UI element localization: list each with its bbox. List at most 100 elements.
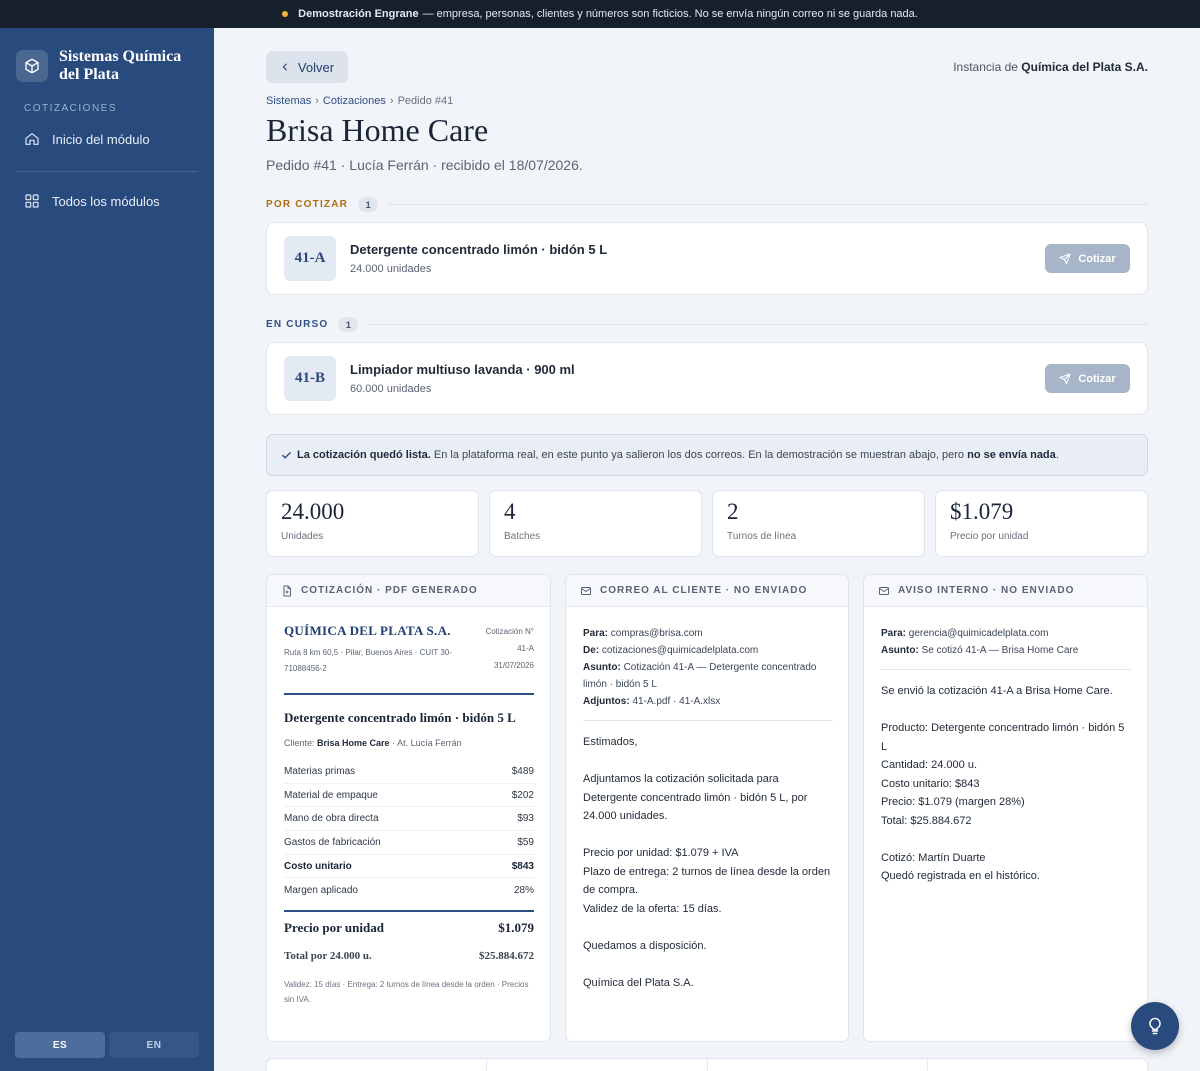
breadcrumb-separator: › [315,95,319,107]
bottom-card [267,1059,488,1071]
table-row: Material de empaque $202 [284,784,534,808]
cotizar-button[interactable]: Cotizar [1045,244,1130,273]
instance-label: Instancia de Química del Plata S.A. [953,60,1148,74]
breadcrumb-separator: › [389,95,394,107]
field-label: Asunto: [881,645,919,656]
bottom-card [928,1059,1147,1071]
mail-field: Para: gerencia@quimicadelplata.com [881,625,1131,642]
pdf-total-label: Total por 24.000 u. [284,950,372,963]
mail-body: Estimados, Adjuntamos la cotización soli… [583,733,833,992]
send-icon [1059,253,1071,264]
mail-field: Asunto: Se cotizó 41-A — Brisa Home Care [881,642,1131,659]
banner-text: — empresa, personas, clientes y números … [422,8,918,20]
field-label: Adjuntos: [583,696,630,707]
instance-prefix: Instancia de [953,60,1018,74]
pdf-panel: COTIZACIÓN · PDF GENERADO QUÍMICA DEL PL… [266,574,551,1042]
field-value: Se cotizó 41-A — Brisa Home Care [921,645,1079,656]
field-label: Para: [583,628,609,639]
document-icon [283,585,291,596]
page-title: Brisa Home Care [266,112,489,148]
demo-banner: Demostración Engrane — empresa, personas… [0,0,1200,28]
row-value: $489 [511,765,534,777]
item-quantity: 24.000 unidades [350,263,432,275]
help-button[interactable] [1131,1002,1179,1050]
stat-card-unit-price: $1.079 Precio por unidad [935,490,1148,557]
bottom-card [487,1059,708,1071]
mail-field: De: cotizaciones@quimicadelplata.com [583,642,833,659]
item-quantity: 60.000 unidades [350,383,432,395]
item-code: 41-A [284,236,336,281]
pdf-client: Cliente: Brisa Home Care · At. Lucía Fer… [284,738,534,748]
notice-text: En la plataforma real, en este punto ya … [433,449,965,461]
item-card-41a: 41-A Detergente concentrado limón · bidó… [266,222,1148,295]
brand[interactable]: Sistemas Química del Plata [16,48,189,84]
status-dot [282,11,289,17]
sidebar: Sistemas Química del Plata COTIZACIONES … [0,28,214,1071]
main-content: Volver Instancia de Química del Plata S.… [214,28,1200,1071]
row-label: Materias primas [284,765,356,777]
cotizar-label: Cotizar [1078,372,1116,385]
section-label: POR COTIZAR [266,199,349,210]
field-label: Para: [881,628,907,639]
mail-field: Para: compras@brisa.com [583,625,833,642]
field-value: compras@brisa.com [610,628,703,639]
instance-name: Química del Plata S.A. [1021,60,1148,74]
stat-label: Unidades [281,531,324,542]
sidebar-section-label: COTIZACIONES [24,103,118,114]
pdf-total-value: $25.884.672 [479,950,534,963]
panel-header: COTIZACIÓN · PDF GENERADO [267,575,550,607]
stat-card-units: 24.000 Unidades [266,490,479,557]
mail-paragraph: Química del Plata S.A. [583,976,694,989]
pdf-client-name: Brisa Home Care [317,738,390,748]
internal-mail: Para: gerencia@quimicadelplata.com Asunt… [881,625,1131,904]
breadcrumb-item-sistemas[interactable]: Sistemas [266,95,312,107]
client-mail-panel: CORREO AL CLIENTE · NO ENVIADO Para: com… [565,574,849,1042]
row-label: Margen aplicado [284,884,358,896]
row-value: $843 [511,860,534,872]
section-divider [368,324,1148,325]
pdf-total: Total por 24.000 u. $25.884.672 [284,950,534,962]
table-row: Mano de obra directa $93 [284,807,534,832]
stat-card-batches: 4 Batches [489,490,702,557]
lang-en-button[interactable]: EN [109,1032,199,1058]
notice-end: . [1055,449,1059,461]
item-name: Detergente concentrado limón · bidón 5 L [350,242,608,257]
internal-mail-panel: AVISO INTERNO · NO ENVIADO Para: gerenci… [863,574,1148,1042]
section-por-cotizar: POR COTIZAR 1 [266,197,1148,212]
breadcrumb-item-cotizaciones[interactable]: Cotizaciones [322,95,386,107]
lang-es-button[interactable]: ES [15,1032,105,1058]
stat-card-shifts: 2 Turnos de línea [712,490,925,557]
sidebar-item-home[interactable]: Inicio del módulo [24,131,150,147]
sidebar-item-all-modules[interactable]: Todos los módulos [24,193,160,209]
mail-divider [583,720,833,721]
pdf-client-suffix: · At. Lucía Ferrán [392,738,462,748]
sidebar-item-label: Inicio del módulo [52,131,150,147]
pdf-price-value: $1.079 [498,920,534,936]
stat-label: Turnos de línea [727,531,797,542]
banner-strong: Demostración Engrane [298,8,419,20]
panel-header: AVISO INTERNO · NO ENVIADO [864,575,1147,607]
pdf-address: Ruta 8 km 60,5 · Pilar, Buenos Aires · C… [284,648,452,673]
stat-value: 4 [504,499,516,524]
cotizar-button[interactable]: Cotizar [1045,364,1130,393]
cotizar-label: Cotizar [1078,252,1116,265]
mail-paragraph: Adjuntamos la cotización solicitada para… [583,773,808,822]
stat-value: $1.079 [950,499,1014,524]
breadcrumb: Sistemas › Cotizaciones › Pedido #41 [266,95,453,107]
chevron-left-icon [282,63,287,71]
row-value: $93 [517,813,534,825]
row-label: Mano de obra directa [284,813,379,825]
pdf-document: QUÍMICA DEL PLATA S.A. Ruta 8 km 60,5 · … [284,623,534,1007]
mail-paragraph: Producto: Detergente concentrado limón ·… [881,722,1125,827]
mail-paragraph: Estimados, [583,736,638,748]
item-card-41b: 41-B Limpiador multiuso lavanda · 900 ml… [266,342,1148,415]
field-value: cotizaciones@quimicadelplata.com [601,645,759,656]
mail-paragraph: Quedamos a disposición. [583,939,707,952]
row-label: Gastos de fabricación [284,836,381,848]
pdf-rule [284,693,534,695]
client-mail: Para: compras@brisa.com De: cotizaciones… [583,625,833,1011]
mail-field: Adjuntos: 41-A.pdf · 41-A.xlsx [583,693,833,710]
brand-name: Sistemas Química del Plata [59,48,182,83]
section-divider [388,204,1148,205]
back-button[interactable]: Volver [266,51,348,83]
